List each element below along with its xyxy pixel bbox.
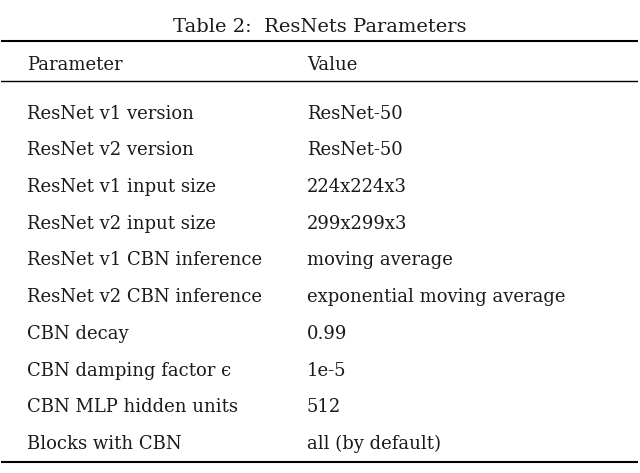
Text: ResNet v1 CBN inference: ResNet v1 CBN inference	[27, 252, 262, 270]
Text: 1e-5: 1e-5	[307, 361, 346, 379]
Text: ResNet-50: ResNet-50	[307, 105, 403, 123]
Text: CBN MLP hidden units: CBN MLP hidden units	[27, 398, 238, 416]
Text: 299x299x3: 299x299x3	[307, 215, 408, 233]
Text: ResNet v1 version: ResNet v1 version	[27, 105, 194, 123]
Text: CBN decay: CBN decay	[27, 325, 129, 343]
Text: Parameter: Parameter	[27, 56, 122, 74]
Text: ResNet v1 input size: ResNet v1 input size	[27, 178, 216, 196]
Text: CBN damping factor ϵ: CBN damping factor ϵ	[27, 361, 231, 379]
Text: ResNet v2 input size: ResNet v2 input size	[27, 215, 216, 233]
Text: ResNet-50: ResNet-50	[307, 141, 403, 159]
Text: Value: Value	[307, 56, 357, 74]
Text: 512: 512	[307, 398, 341, 416]
Text: all (by default): all (by default)	[307, 435, 441, 453]
Text: exponential moving average: exponential moving average	[307, 288, 566, 306]
Text: 0.99: 0.99	[307, 325, 348, 343]
Text: ResNet v2 CBN inference: ResNet v2 CBN inference	[27, 288, 262, 306]
Text: moving average: moving average	[307, 252, 453, 270]
Text: ResNet v2 version: ResNet v2 version	[27, 141, 194, 159]
Text: Blocks with CBN: Blocks with CBN	[27, 435, 182, 453]
Text: 224x224x3: 224x224x3	[307, 178, 407, 196]
Text: Table 2:  ResNets Parameters: Table 2: ResNets Parameters	[173, 18, 467, 36]
